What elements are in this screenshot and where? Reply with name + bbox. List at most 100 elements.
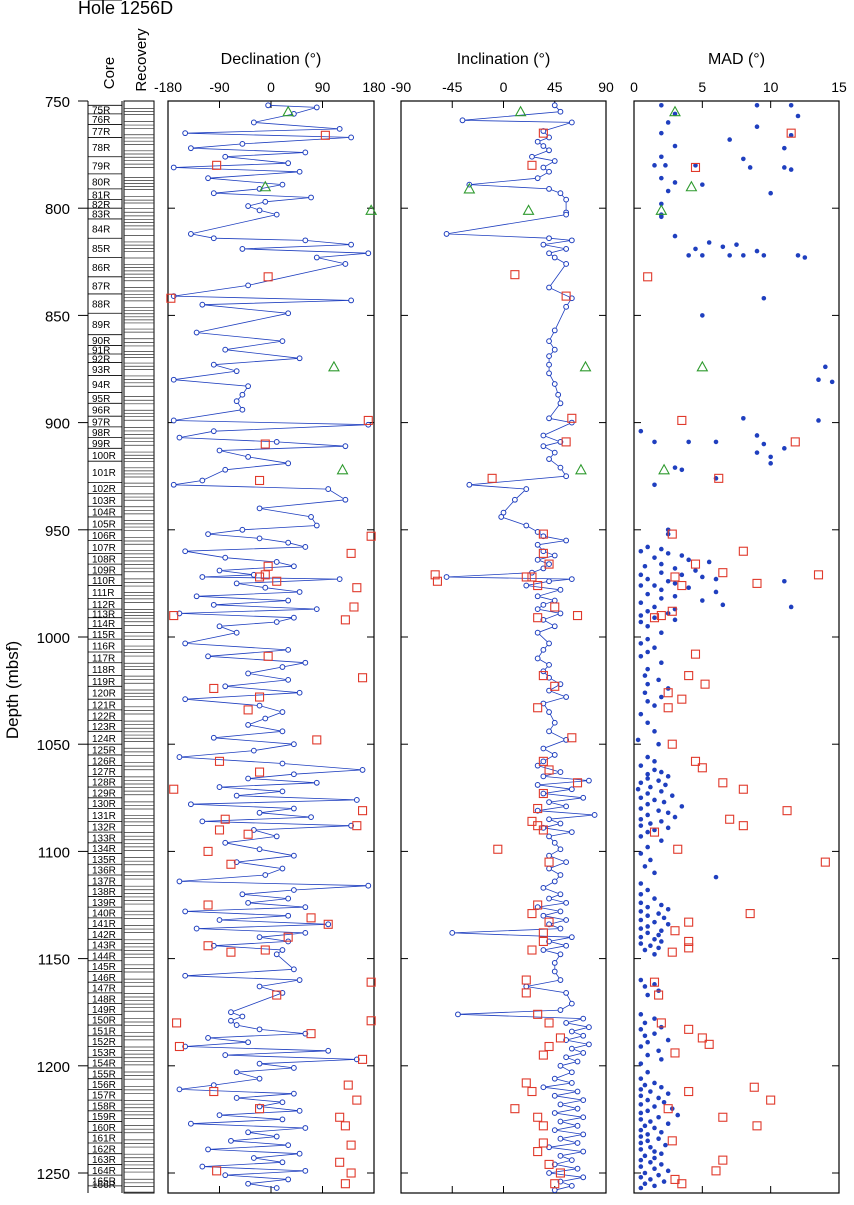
data-point bbox=[652, 482, 657, 488]
core-label: 107R bbox=[92, 543, 116, 554]
data-point bbox=[667, 1136, 677, 1146]
data-point bbox=[667, 947, 677, 957]
data-point bbox=[255, 692, 265, 702]
data-point bbox=[169, 611, 179, 621]
data-point bbox=[557, 1007, 564, 1013]
core-label: 90R bbox=[92, 336, 110, 347]
data-point bbox=[510, 1104, 520, 1114]
depth-tick-label: 850 bbox=[45, 308, 70, 325]
data-point bbox=[336, 576, 343, 583]
data-point bbox=[551, 158, 558, 164]
data-point bbox=[684, 671, 694, 681]
data-point bbox=[665, 1037, 671, 1043]
data-point bbox=[363, 415, 373, 426]
data-point bbox=[256, 207, 263, 214]
depth-tick-label: 1250 bbox=[37, 1166, 70, 1183]
data-point bbox=[672, 180, 678, 185]
data-point bbox=[638, 1102, 644, 1107]
data-point bbox=[638, 428, 644, 434]
data-point bbox=[546, 561, 552, 568]
data-point bbox=[656, 1114, 661, 1120]
data-point bbox=[638, 600, 644, 605]
data-point bbox=[679, 553, 685, 558]
data-point bbox=[638, 1164, 644, 1169]
data-point bbox=[551, 254, 558, 261]
data-point bbox=[672, 814, 678, 820]
data-point bbox=[642, 1082, 648, 1088]
data-point bbox=[430, 570, 440, 580]
data-point bbox=[262, 715, 269, 722]
data-point bbox=[343, 1080, 353, 1090]
data-point bbox=[700, 598, 705, 603]
data-point bbox=[538, 1050, 548, 1060]
data-point bbox=[302, 544, 309, 550]
data-point bbox=[256, 1026, 263, 1033]
data-point bbox=[568, 576, 575, 583]
data-point bbox=[540, 947, 547, 953]
data-point bbox=[686, 253, 691, 258]
data-point bbox=[538, 788, 548, 799]
data-point bbox=[642, 1123, 648, 1129]
data-point bbox=[659, 928, 664, 934]
data-point bbox=[648, 1119, 653, 1124]
core-label: 159R bbox=[92, 1112, 116, 1123]
data-point bbox=[209, 1086, 219, 1097]
data-point bbox=[686, 585, 691, 590]
data-point bbox=[816, 418, 821, 423]
data-point bbox=[659, 570, 664, 575]
data-point bbox=[172, 1018, 182, 1028]
core-label: 133R bbox=[92, 833, 116, 844]
data-point bbox=[523, 582, 530, 589]
data-point bbox=[663, 1142, 668, 1148]
data-point bbox=[645, 924, 650, 929]
data-point bbox=[754, 102, 760, 108]
data-point bbox=[170, 376, 177, 383]
data-point bbox=[222, 153, 229, 160]
data-point bbox=[250, 1155, 257, 1161]
data-point bbox=[216, 623, 223, 630]
data-point bbox=[199, 1163, 206, 1170]
data-point bbox=[233, 1022, 240, 1028]
data-point bbox=[349, 602, 359, 612]
data-point bbox=[665, 810, 671, 816]
core-label: 160R bbox=[92, 1123, 116, 1134]
data-point bbox=[169, 784, 179, 794]
data-point bbox=[638, 926, 644, 931]
data-point bbox=[690, 649, 701, 659]
data-point bbox=[782, 578, 787, 584]
depth-axis: 750 800 850 900 950 1000 1050 1100 1150 1200 1250 bbox=[37, 94, 88, 1183]
core-label: 109R bbox=[92, 565, 116, 576]
data-point bbox=[256, 983, 263, 990]
data-point bbox=[273, 211, 280, 218]
data-point bbox=[522, 204, 535, 215]
data-point bbox=[648, 821, 653, 826]
data-point bbox=[656, 945, 661, 951]
data-point bbox=[205, 175, 211, 182]
data-point bbox=[243, 829, 253, 839]
data-point bbox=[686, 557, 691, 563]
data-point bbox=[205, 1035, 211, 1041]
data-point bbox=[538, 825, 548, 835]
data-point bbox=[663, 163, 668, 168]
data-point bbox=[540, 790, 547, 797]
data-point bbox=[209, 683, 219, 694]
core-label: 76R bbox=[92, 115, 110, 126]
data-point bbox=[551, 1187, 558, 1194]
data-point bbox=[648, 943, 653, 949]
data-point bbox=[540, 884, 547, 891]
series-line bbox=[446, 105, 595, 1191]
data-point bbox=[308, 814, 314, 820]
data-point bbox=[645, 1097, 650, 1103]
data-point bbox=[649, 827, 660, 837]
data-point bbox=[233, 1069, 240, 1076]
data-point bbox=[652, 1155, 657, 1161]
data-point bbox=[679, 804, 685, 809]
data-point bbox=[348, 134, 355, 141]
data-point bbox=[652, 583, 657, 588]
core-label: 156R bbox=[92, 1080, 116, 1091]
data-point bbox=[222, 466, 229, 473]
data-point bbox=[652, 1080, 657, 1086]
data-point bbox=[665, 1168, 671, 1174]
core-label: 163R bbox=[92, 1155, 116, 1166]
